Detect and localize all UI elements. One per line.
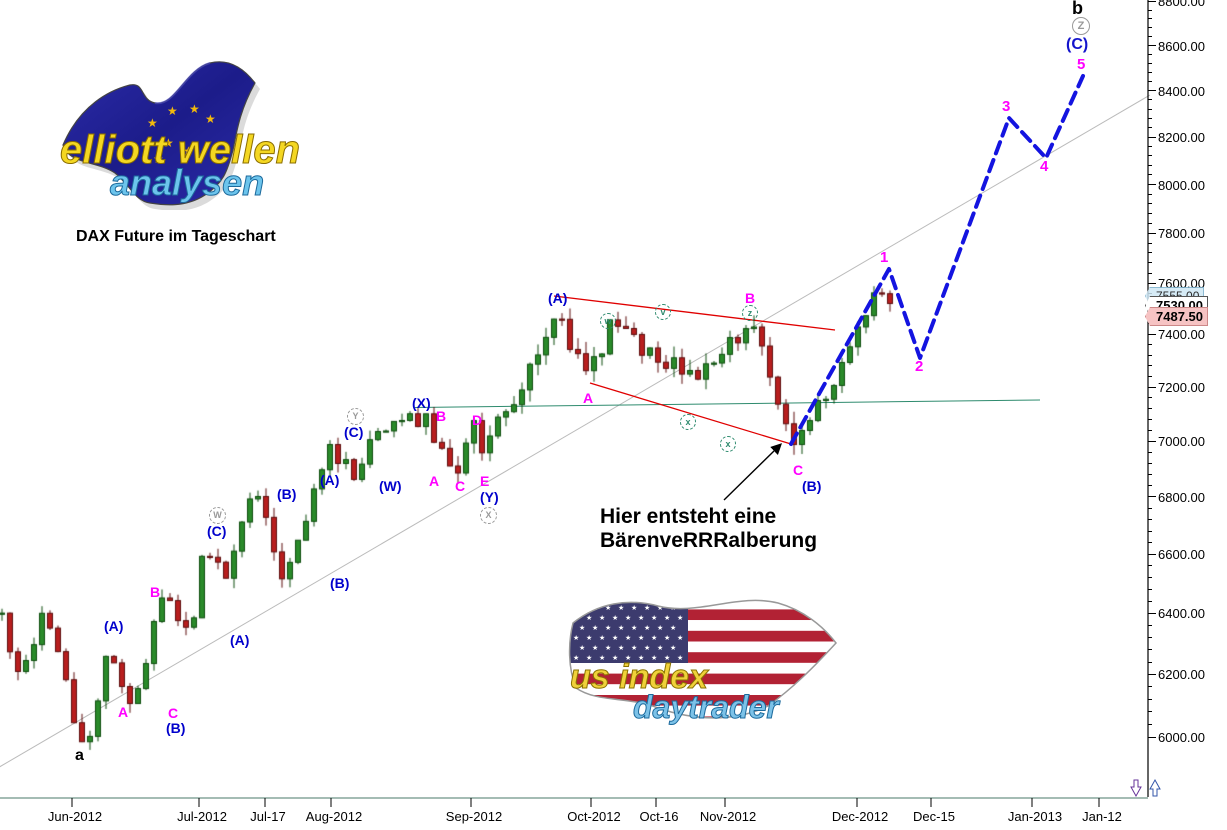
svg-text:★: ★ <box>167 104 178 118</box>
svg-text:★: ★ <box>586 634 592 642</box>
svg-text:★: ★ <box>651 594 657 602</box>
svg-text:★: ★ <box>573 594 579 602</box>
svg-text:★: ★ <box>618 624 624 632</box>
svg-text:★: ★ <box>644 624 650 632</box>
svg-text:★: ★ <box>677 594 683 602</box>
svg-text:★: ★ <box>638 594 644 602</box>
svg-text:★: ★ <box>638 634 644 642</box>
svg-text:★: ★ <box>625 634 631 642</box>
svg-text:★: ★ <box>657 604 663 612</box>
svg-text:daytrader: daytrader <box>633 689 780 725</box>
svg-text:★: ★ <box>670 644 676 652</box>
svg-text:★: ★ <box>205 112 216 126</box>
svg-text:★: ★ <box>612 614 618 622</box>
svg-text:★: ★ <box>638 614 644 622</box>
svg-text:★: ★ <box>599 634 605 642</box>
svg-text:★: ★ <box>625 594 631 602</box>
svg-text:★: ★ <box>644 644 650 652</box>
svg-text:★: ★ <box>631 644 637 652</box>
svg-text:★: ★ <box>612 634 618 642</box>
svg-text:★: ★ <box>677 614 683 622</box>
svg-text:★: ★ <box>631 604 637 612</box>
svg-text:★: ★ <box>664 594 670 602</box>
svg-text:★: ★ <box>670 624 676 632</box>
svg-text:★: ★ <box>586 614 592 622</box>
svg-text:★: ★ <box>664 614 670 622</box>
svg-text:★: ★ <box>651 634 657 642</box>
svg-text:★: ★ <box>605 624 611 632</box>
svg-text:★: ★ <box>664 634 670 642</box>
svg-text:★: ★ <box>605 644 611 652</box>
svg-text:★: ★ <box>651 614 657 622</box>
svg-text:★: ★ <box>573 634 579 642</box>
svg-text:★: ★ <box>625 614 631 622</box>
svg-text:★: ★ <box>618 644 624 652</box>
svg-text:★: ★ <box>657 644 663 652</box>
svg-text:★: ★ <box>612 594 618 602</box>
svg-text:★: ★ <box>592 624 598 632</box>
svg-text:★: ★ <box>579 624 585 632</box>
svg-text:★: ★ <box>644 604 650 612</box>
svg-text:★: ★ <box>579 604 585 612</box>
svg-text:★: ★ <box>599 594 605 602</box>
svg-text:★: ★ <box>599 614 605 622</box>
svg-text:★: ★ <box>657 624 663 632</box>
svg-text:★: ★ <box>579 644 585 652</box>
svg-text:★: ★ <box>189 102 200 116</box>
svg-text:★: ★ <box>592 644 598 652</box>
svg-text:★: ★ <box>618 604 624 612</box>
svg-text:★: ★ <box>586 594 592 602</box>
svg-text:analysen: analysen <box>110 162 264 203</box>
svg-text:★: ★ <box>677 634 683 642</box>
svg-text:★: ★ <box>631 624 637 632</box>
